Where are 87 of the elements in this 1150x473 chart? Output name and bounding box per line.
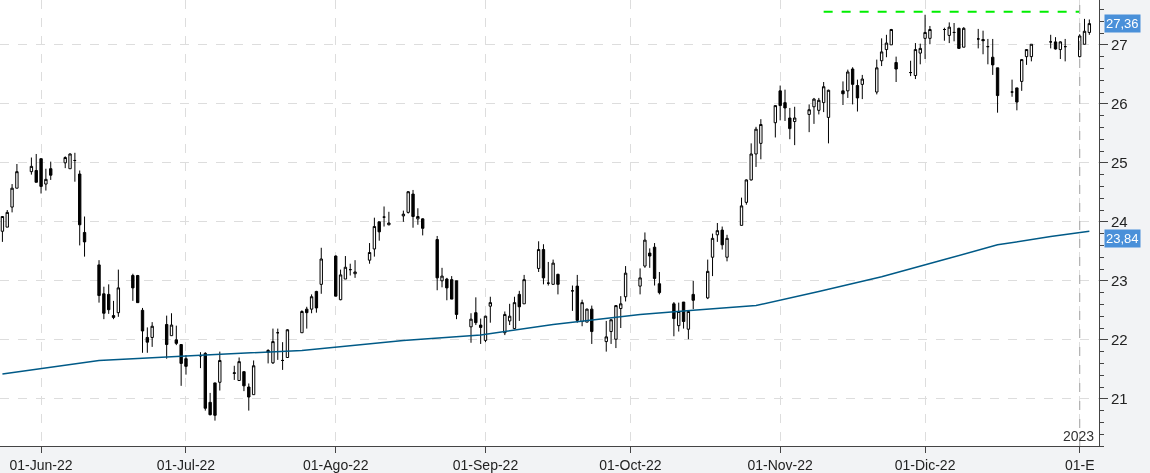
candlestick xyxy=(976,28,980,49)
y-tick-label: 27 xyxy=(1111,36,1128,54)
candlestick xyxy=(145,326,150,354)
candlestick xyxy=(913,42,918,80)
y-tick-label: 22 xyxy=(1111,331,1128,349)
candlestick xyxy=(894,56,898,83)
candlestick xyxy=(280,341,285,371)
y-tick-label: 25 xyxy=(1111,154,1128,172)
candlestick xyxy=(952,22,956,42)
candlestick xyxy=(879,37,884,67)
candlestick xyxy=(1029,43,1034,62)
candlestick xyxy=(710,233,715,277)
candlestick xyxy=(1058,40,1063,60)
candlestick xyxy=(116,269,121,318)
candlestick xyxy=(604,320,608,353)
annotation: 27,36 xyxy=(1106,16,1139,31)
x-tick-label: 01-Jun-22 xyxy=(9,456,73,473)
candlestick xyxy=(908,60,913,77)
candlestick xyxy=(478,318,483,345)
y-tick-label: 24 xyxy=(1111,213,1128,231)
x-tick-label: 01-Sep-22 xyxy=(452,456,519,473)
candlestick xyxy=(276,328,280,361)
candlestick xyxy=(991,38,995,76)
candlestick xyxy=(652,242,657,287)
candlestick xyxy=(875,59,879,95)
candlestick xyxy=(981,30,985,55)
candlestick xyxy=(78,169,82,246)
candlestick xyxy=(387,211,391,226)
candlestick xyxy=(623,265,628,302)
candlestick xyxy=(1053,36,1058,51)
candlestick xyxy=(334,254,338,297)
candlestick xyxy=(343,255,348,280)
x-tick-label: 01-Dic-22 xyxy=(894,456,956,473)
candlestick xyxy=(1087,18,1092,36)
candlestick xyxy=(706,259,710,300)
candlestick xyxy=(454,280,459,320)
candlestick xyxy=(1063,38,1067,62)
candlestick xyxy=(821,81,826,113)
x-tick-label: 01-Nov-22 xyxy=(747,456,814,473)
candlestick xyxy=(638,267,642,295)
candlestick xyxy=(850,66,855,105)
candlestick xyxy=(947,21,951,44)
candlestick xyxy=(49,161,53,181)
candlestick xyxy=(174,325,179,346)
candlestick xyxy=(1015,87,1019,111)
candlestick xyxy=(367,242,372,265)
candlestick xyxy=(792,106,797,146)
y-tick-label: 26 xyxy=(1111,95,1128,113)
x-tick-label: 01-Jul-22 xyxy=(156,456,216,473)
candlestick xyxy=(164,315,169,360)
candlestick xyxy=(541,243,546,285)
candlestick xyxy=(372,217,377,258)
candlestick xyxy=(860,74,864,100)
candlestick xyxy=(807,103,811,133)
x-tick-label: 01-Ago-22 xyxy=(303,456,369,473)
candlestick xyxy=(135,274,140,304)
x-tick-label: 01-E xyxy=(1064,456,1095,473)
candlestick xyxy=(1020,58,1024,92)
candlestick xyxy=(986,38,990,65)
candlestick xyxy=(111,300,116,320)
candlestick xyxy=(995,67,1000,114)
candlestick xyxy=(73,152,77,183)
y-tick-label: 21 xyxy=(1111,390,1128,408)
candlestick xyxy=(353,259,357,279)
candlestick xyxy=(140,307,145,354)
annotation: 23,84 xyxy=(1106,231,1139,246)
candlestick xyxy=(691,280,695,310)
line-series xyxy=(1,230,1091,375)
x-tick-label: 01-Oct-22 xyxy=(599,456,662,473)
candlestick xyxy=(401,210,406,223)
candlestick xyxy=(826,89,831,144)
y-tick-label: 23 xyxy=(1111,272,1128,290)
candlestick xyxy=(739,197,744,226)
candlestick xyxy=(198,351,203,369)
candlestick xyxy=(348,263,352,277)
candlestick xyxy=(488,296,493,324)
candlestick xyxy=(319,247,323,295)
candlestick xyxy=(546,261,550,287)
candlestick xyxy=(314,290,319,314)
candlestick xyxy=(657,271,662,295)
candlestick xyxy=(1024,49,1029,66)
candlestick xyxy=(686,310,691,340)
candlestick xyxy=(1049,34,1053,49)
annotation: 2023 xyxy=(1063,428,1095,444)
candlestick xyxy=(536,240,541,273)
candlestick xyxy=(855,79,860,112)
candlestick xyxy=(82,216,87,258)
